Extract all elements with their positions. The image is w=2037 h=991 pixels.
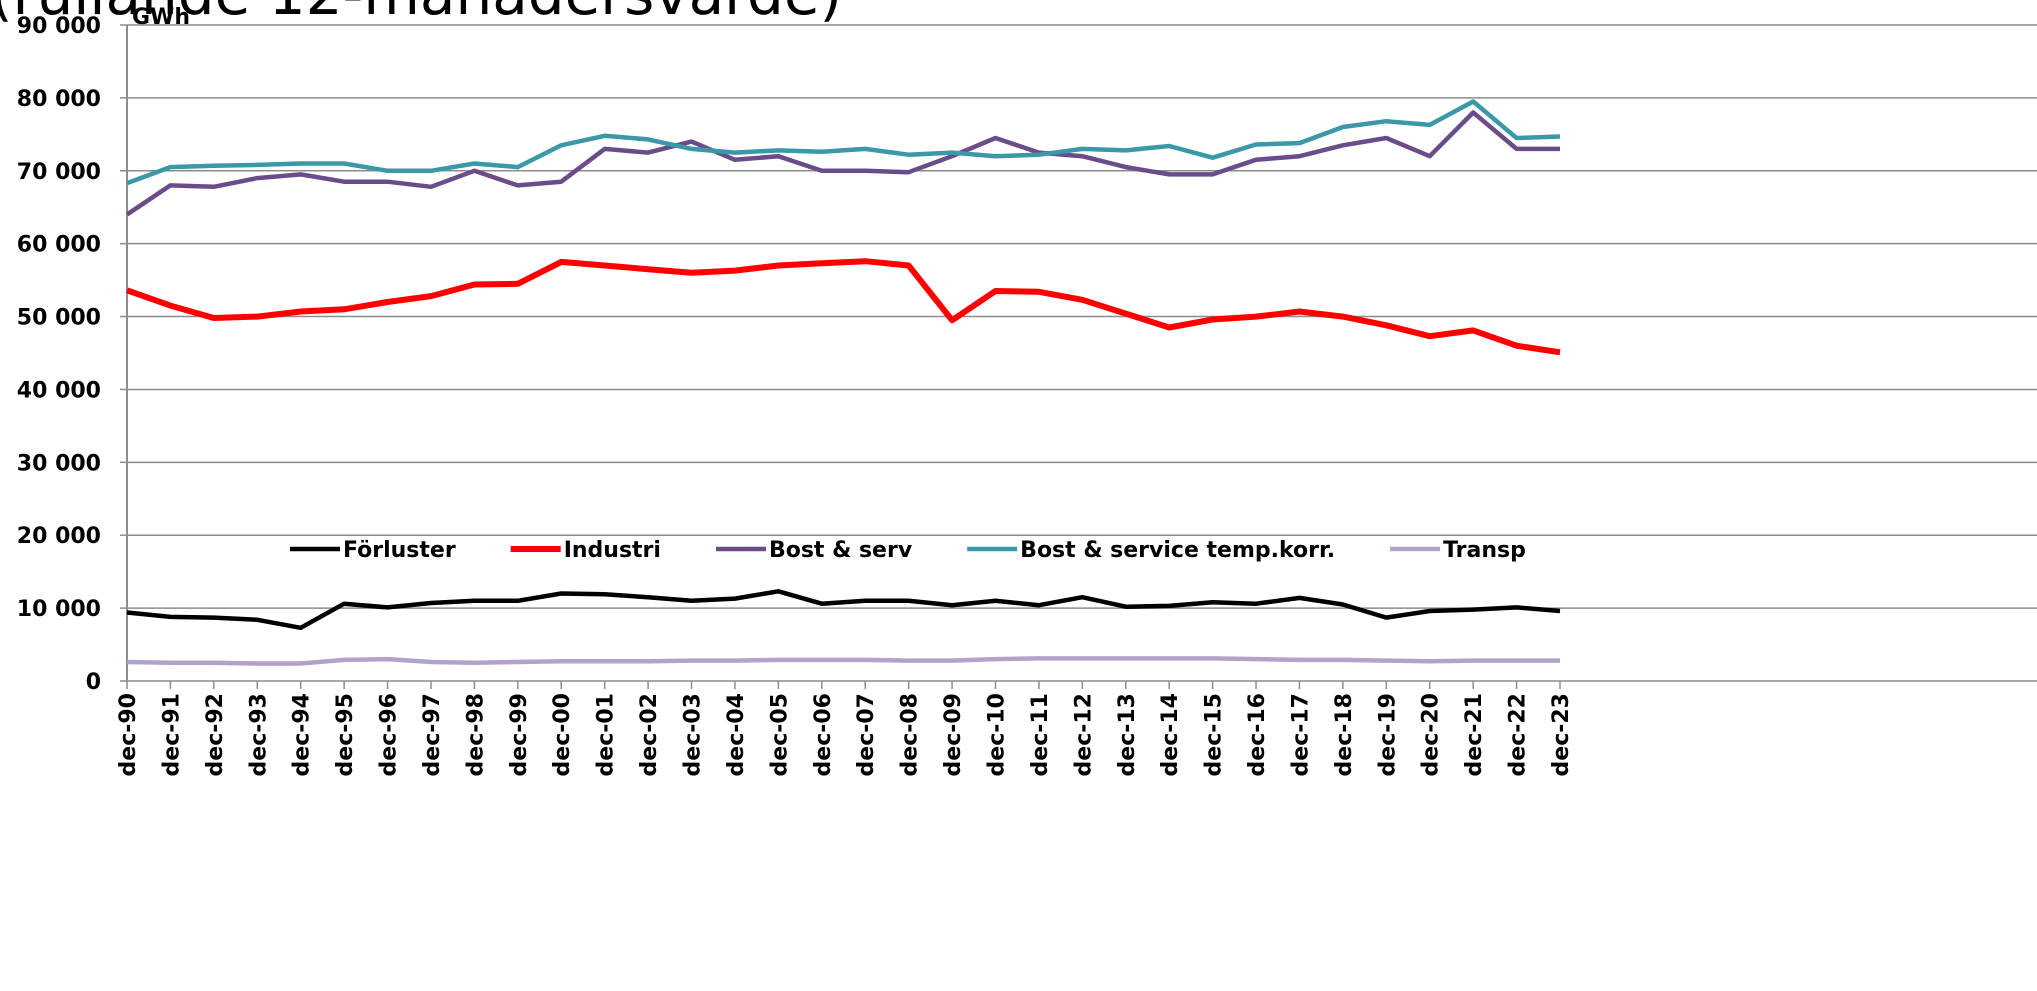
series-line <box>125 110 1560 217</box>
x-tick-label: dec-22 <box>1506 693 1531 776</box>
y-tick-label: 50 000 <box>17 306 101 331</box>
y-tick-label: 60 000 <box>17 233 101 258</box>
y-tick-label: 80 000 <box>17 87 101 112</box>
x-tick-label: dec-91 <box>159 693 184 776</box>
series-line <box>126 99 1561 186</box>
x-tick-label: dec-15 <box>1202 693 1227 776</box>
x-tick-label: dec-97 <box>420 693 445 776</box>
x-tick-label: dec-09 <box>941 693 966 776</box>
x-tick-label: dec-17 <box>1288 693 1313 776</box>
y-tick-label: 20 000 <box>17 524 101 549</box>
y-tick-label: 10 000 <box>17 597 101 622</box>
x-tick-label: dec-02 <box>637 693 662 776</box>
x-tick-label: dec-12 <box>1071 693 1096 776</box>
x-tick-label: dec-99 <box>507 693 532 776</box>
x-tick-label: dec-11 <box>1028 693 1053 776</box>
legend-label: Bost & service temp.korr. <box>1020 538 1335 563</box>
x-tick-label: dec-00 <box>550 693 575 776</box>
x-tick-label: dec-23 <box>1549 693 1574 776</box>
x-tick-label: dec-05 <box>767 693 792 776</box>
x-tick-label: dec-08 <box>898 693 923 776</box>
x-tick-label: dec-18 <box>1332 693 1357 776</box>
y-tick-label: 30 000 <box>17 451 101 476</box>
legend-label: Transp <box>1443 538 1526 563</box>
x-tick-label: dec-98 <box>463 693 488 776</box>
x-tick-label: dec-13 <box>1115 693 1140 776</box>
x-tick-label: dec-20 <box>1419 693 1444 776</box>
x-tick-label: dec-93 <box>246 693 271 776</box>
x-tick-label: dec-07 <box>854 693 879 776</box>
x-tick-label: dec-06 <box>811 693 836 776</box>
x-tick-label: dec-95 <box>333 693 358 776</box>
x-tick-label: dec-92 <box>203 693 228 776</box>
x-tick-label: dec-90 <box>116 693 141 776</box>
legend-label: Förluster <box>343 538 456 563</box>
x-tick-label: dec-94 <box>290 693 315 776</box>
y-tick-label: 0 <box>86 670 101 695</box>
x-tick-label: dec-01 <box>594 693 619 776</box>
x-tick-label: dec-16 <box>1245 693 1270 776</box>
x-tick-label: dec-96 <box>377 693 402 776</box>
series-line <box>126 258 1561 356</box>
y-tick-label: 90 000 <box>17 14 101 39</box>
x-tick-label: dec-19 <box>1375 693 1400 776</box>
y-axis-label: GWh <box>132 5 190 30</box>
x-tick-label: dec-10 <box>984 693 1009 776</box>
chart-title: (rullande 12-månadersvärde) <box>0 0 842 28</box>
series-line <box>126 656 1560 666</box>
legend-label: Industri <box>564 538 661 563</box>
x-tick-label: dec-14 <box>1158 693 1183 776</box>
x-tick-label: dec-04 <box>724 693 749 776</box>
x-tick-label: dec-03 <box>681 693 706 776</box>
legend-label: Bost & serv <box>769 538 913 563</box>
x-tick-label: dec-21 <box>1462 693 1487 776</box>
y-tick-label: 40 000 <box>17 378 101 403</box>
y-tick-label: 70 000 <box>17 160 101 185</box>
series-line <box>126 589 1561 631</box>
